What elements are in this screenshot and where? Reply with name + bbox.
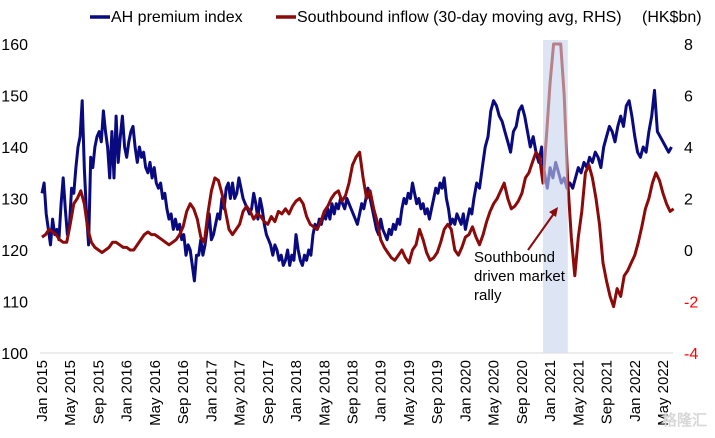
annotation-line-2: driven market [474, 268, 566, 285]
legend: AH premium index Southbound inflow (30-d… [90, 9, 622, 26]
annotation-line-1: Southbound [474, 249, 555, 266]
x-axis-tick-label: Sep 2019 [429, 360, 446, 424]
right-axis-tick-label: -2 [684, 295, 698, 312]
rally-annotation: Southbound driven market rally [474, 207, 566, 304]
series-line-ah-premium [40, 88, 673, 283]
right-axis-tick-label: 8 [684, 37, 693, 54]
x-axis-tick-label: May 2022 [655, 360, 672, 426]
shaded-rally-overlay [543, 40, 568, 353]
series-layer [40, 42, 675, 309]
annotation-arrow-head [549, 207, 558, 217]
right-axis-tick-label: 2 [684, 192, 693, 209]
left-axis-tick-label: 150 [1, 89, 28, 106]
watermark-text: 格隆汇 [662, 411, 707, 429]
right-axis-tick-label: 6 [684, 89, 693, 106]
x-axis-tick-label: Sep 2020 [514, 360, 531, 424]
x-axis-tick-label: Jan 2016 [119, 360, 136, 422]
legend-label-ah-premium: AH premium index [111, 9, 243, 26]
x-axis-tick-label: Jan 2019 [373, 360, 390, 422]
x-axis-tick-label: Jan 2020 [457, 360, 474, 422]
right-axis-unit-label: (HK$bn) [642, 9, 702, 26]
x-axis-tick-label: Jan 2021 [542, 360, 559, 422]
annotation-arrow-line [527, 211, 556, 251]
right-axis-tick-label: 4 [684, 140, 693, 157]
x-axis-tick-label: Sep 2021 [599, 360, 616, 424]
series-line-southbound [41, 42, 675, 309]
right-axis-tick-label: -4 [684, 346, 698, 363]
left-axis-tick-label: 130 [1, 192, 28, 209]
x-axis-tick-label: May 2015 [62, 360, 79, 426]
x-axis-tick-label: Jan 2017 [203, 360, 220, 422]
x-axis-tick-label: Jan 2018 [288, 360, 305, 422]
x-axis-ticks: Jan 2015 May 2015 Sep 2015 Jan 2016 May 2016… [34, 360, 672, 426]
left-axis-tick-label: 160 [1, 37, 28, 54]
x-axis-tick-label: Sep 2018 [345, 360, 362, 424]
right-axis-tick-label: 0 [684, 243, 693, 260]
x-axis-tick-label: May 2020 [486, 360, 503, 426]
left-axis-tick-label: 120 [1, 243, 28, 260]
x-axis-tick-label: Sep 2015 [90, 360, 107, 424]
legend-label-southbound: Southbound inflow (30-day moving avg, RH… [297, 9, 622, 26]
left-axis-tick-label: 100 [1, 346, 28, 363]
x-axis-tick-label: May 2016 [147, 360, 164, 426]
annotation-line-3: rally [474, 287, 502, 304]
x-axis-tick-label: May 2017 [232, 360, 249, 426]
x-axis-tick-label: May 2018 [316, 360, 333, 426]
x-axis-tick-label: May 2021 [570, 360, 587, 426]
x-axis-tick-label: Jan 2022 [627, 360, 644, 422]
left-axis-ticks: 160 150 140 130 120 110 100 [1, 37, 28, 363]
x-axis-tick-label: May 2019 [401, 360, 418, 426]
left-axis-tick-label: 140 [1, 140, 28, 157]
x-axis-tick-label: Jan 2015 [34, 360, 51, 422]
x-axis-tick-label: Sep 2017 [260, 360, 277, 424]
right-axis-ticks: 8 6 4 2 0 -2 -4 [684, 37, 698, 363]
x-axis-tick-label: Sep 2016 [175, 360, 192, 424]
left-axis-tick-label: 110 [2, 295, 28, 312]
